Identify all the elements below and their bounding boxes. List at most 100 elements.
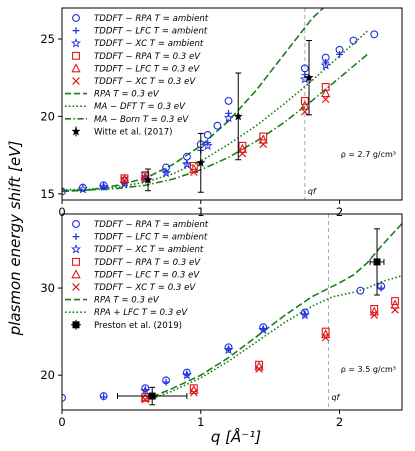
data-point (233, 111, 243, 121)
top-chart-panel: qf 0 1 2 15 20 25 ρ = 2.7 g/cm³ TDDFT − RPA T = … (40, 7, 403, 219)
data-point (299, 309, 310, 320)
legend-marker-swatch (70, 243, 82, 254)
legend-marker-swatch (71, 63, 81, 73)
legend-label: MA − DFT T = 0.3 eV (94, 102, 186, 112)
legend-marker-swatch (72, 14, 80, 22)
x-tick-label: 1 (197, 205, 204, 219)
legend-label: TDDFT − RPA T = 0.3 eV (94, 52, 201, 62)
legend-item-tddft-lfc-t-ambient: TDDFT − LFC T = ambient (72, 233, 208, 243)
legend-item-rpa-lfc-t-0-3-ev: RPA + LFC T = 0.3 eV (65, 308, 188, 318)
legend: TDDFT − RPA T = ambient TDDFT − LFC T = a… (65, 220, 209, 331)
legend-marker-swatch (72, 220, 80, 228)
legend-marker-swatch (70, 37, 82, 48)
legend-item-tddft-xc-t-ambient: TDDFT − XC T = ambient (70, 37, 204, 49)
data-point (119, 174, 130, 184)
data-point (356, 286, 365, 295)
legend-item-rpa-t-0-3-ev: RPA T = 0.3 eV (65, 90, 160, 100)
data-point (238, 141, 247, 150)
series-tddft-xc-t-0-3-ev (141, 305, 399, 404)
legend: TDDFT − RPA T = ambient TDDFT − LFC T = a… (65, 14, 209, 137)
legend-item-tddft-xc-t-0-3-ev: TDDFT − XC T = 0.3 eV (72, 77, 196, 87)
legend-label: TDDFT − LFC T = ambient (94, 233, 208, 243)
data-point (391, 297, 400, 306)
data-point (141, 395, 150, 404)
legend-marker-swatch (71, 126, 81, 136)
legend-item-rpa-t-0-3-ev: RPA T = 0.3 eV (65, 296, 160, 306)
legend-label: TDDFT − RPA T = ambient (94, 220, 209, 230)
legend-label: RPA T = 0.3 eV (94, 90, 160, 100)
legend-label: TDDFT − XC T = ambient (94, 39, 204, 49)
data-point (120, 176, 129, 184)
data-point (224, 96, 233, 105)
legend-label: TDDFT − XC T = 0.3 eV (94, 283, 196, 293)
legend-item-ma-dft-t-0-3-ev: MA − DFT T = 0.3 eV (65, 102, 186, 112)
legend-item-ma-born-t-0-3-ev: MA − Born T = 0.3 eV (65, 115, 189, 125)
legend-label: TDDFT − XC T = 0.3 eV (94, 77, 196, 87)
data-point (62, 393, 66, 402)
data-point (370, 311, 379, 319)
data-point (237, 143, 248, 153)
data-point (390, 299, 400, 309)
legend-marker-swatch (72, 321, 80, 329)
legend-label: TDDFT − XC T = ambient (94, 245, 204, 255)
bottom-chart-panel: qf 0 1 2 20 30 ρ = 3.5 g/cm³ TDDFT − RPA T = am… (40, 213, 403, 429)
data-point (100, 393, 108, 401)
data-point (255, 365, 263, 373)
legend-marker-swatch (72, 233, 80, 240)
series-line-ma-born-t-0-3-ev (62, 53, 368, 192)
data-point (391, 305, 399, 314)
series-line-rpa-t-0-3-ev (151, 223, 402, 398)
series-tddft-xc-t-ambient (140, 309, 310, 396)
data-point (369, 306, 379, 316)
density-annotation: ρ = 2.7 g/cm³ (341, 150, 396, 159)
series-line-rpa-t-0-3-ev (62, 8, 325, 193)
series-preston-et-al-2019 (117, 228, 385, 406)
plot-area (62, 223, 402, 406)
data-point (140, 385, 151, 396)
legend-item-tddft-lfc-t-0-3-ev: TDDFT − LFC T = 0.3 eV (71, 63, 200, 74)
series-line-ma-dft-t-0-3-ev (62, 30, 368, 191)
data-point (202, 140, 213, 151)
data-point (148, 392, 156, 400)
data-point (320, 60, 331, 70)
legend-label: TDDFT − RPA T = 0.3 eV (94, 258, 201, 268)
data-point (300, 100, 310, 110)
legend-label: TDDFT − LFC T = 0.3 eV (94, 64, 200, 74)
legend-marker-swatch (72, 27, 80, 34)
legend-item-tddft-rpa-t-ambient: TDDFT − RPA T = ambient (72, 220, 209, 230)
legend-label: TDDFT − LFC T = 0.3 eV (94, 270, 200, 280)
legend-label: RPA T = 0.3 eV (94, 296, 160, 306)
legend-marker-swatch (72, 257, 80, 266)
data-point (181, 159, 192, 169)
legend-label: TDDFT − RPA T = ambient (94, 14, 209, 24)
y-tick-label: 15 (40, 187, 55, 201)
y-axis-label: plasmon energy shift [eV] (6, 141, 24, 337)
x-tick-label: 0 (58, 205, 65, 219)
data-point (300, 96, 309, 105)
plot-area (62, 8, 379, 196)
data-point (370, 30, 379, 39)
series-tddft-lfc-t-0-3-ev (119, 88, 331, 184)
data-point (259, 140, 268, 149)
data-point (162, 378, 170, 386)
data-point (320, 88, 331, 98)
data-point (301, 107, 309, 116)
data-point (77, 183, 88, 194)
legend-item-tddft-xc-t-ambient: TDDFT − XC T = ambient (70, 243, 204, 255)
legend-item-tddft-rpa-t-0-3-ev: TDDFT − RPA T = 0.3 eV (72, 257, 201, 268)
legend-label: RPA + LFC T = 0.3 eV (94, 308, 188, 318)
plot-frame (61, 7, 403, 201)
x-tick-label: 1 (197, 415, 204, 429)
data-point (370, 305, 379, 313)
legend-marker-swatch (72, 283, 80, 291)
legend-item-tddft-lfc-t-0-3-ev: TDDFT − LFC T = 0.3 eV (71, 269, 200, 280)
series-witte-et-al-2017 (143, 40, 314, 193)
legend-item-witte-et-al-2017: Witte et al. (2017) (71, 126, 173, 137)
data-point (213, 121, 222, 130)
series-tddft-xc-t-0-3-ev (120, 95, 330, 184)
legend-label: TDDFT − LFC T = ambient (94, 27, 208, 37)
data-point (223, 112, 234, 123)
data-point (143, 175, 153, 184)
legend-item-preston-et-al-2019: Preston et al. (2019) (71, 319, 182, 331)
